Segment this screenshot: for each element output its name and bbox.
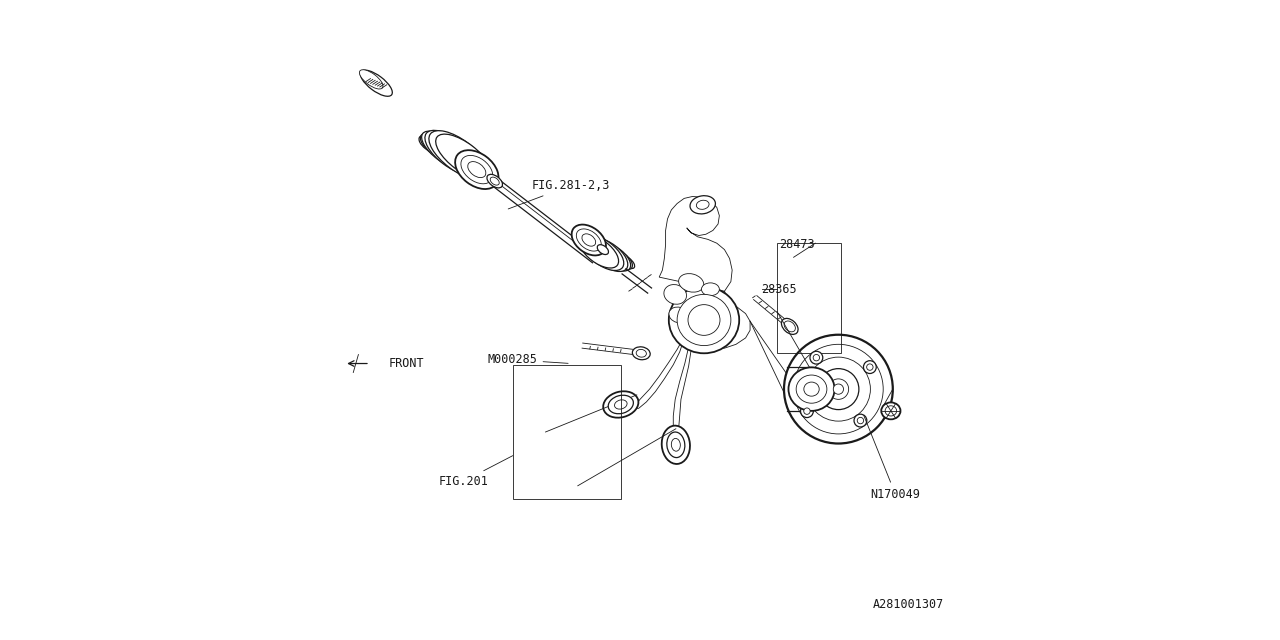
Text: A281001307: A281001307 <box>873 598 945 611</box>
Ellipse shape <box>429 131 488 180</box>
Ellipse shape <box>589 238 627 271</box>
Ellipse shape <box>486 174 503 188</box>
Ellipse shape <box>456 150 498 189</box>
Ellipse shape <box>804 382 819 396</box>
Ellipse shape <box>603 391 639 418</box>
Ellipse shape <box>689 305 719 335</box>
Ellipse shape <box>783 335 893 444</box>
Ellipse shape <box>467 161 486 178</box>
Ellipse shape <box>867 364 873 371</box>
Ellipse shape <box>435 134 492 180</box>
Ellipse shape <box>582 236 623 271</box>
Text: 28365: 28365 <box>762 283 797 296</box>
Ellipse shape <box>572 225 605 255</box>
Ellipse shape <box>677 294 731 346</box>
Ellipse shape <box>425 131 479 175</box>
Ellipse shape <box>636 349 646 357</box>
Ellipse shape <box>696 200 709 209</box>
Ellipse shape <box>854 414 867 427</box>
Ellipse shape <box>701 283 719 296</box>
Polygon shape <box>673 333 692 431</box>
Ellipse shape <box>667 432 685 458</box>
Ellipse shape <box>794 344 883 434</box>
Ellipse shape <box>664 285 686 304</box>
Ellipse shape <box>813 355 819 361</box>
Ellipse shape <box>608 396 634 413</box>
Ellipse shape <box>804 408 810 414</box>
Ellipse shape <box>608 250 632 269</box>
Text: FRONT: FRONT <box>389 357 425 370</box>
Ellipse shape <box>881 403 901 419</box>
Ellipse shape <box>690 196 716 214</box>
Text: N170049: N170049 <box>864 415 920 500</box>
Polygon shape <box>632 328 689 408</box>
Ellipse shape <box>419 136 439 152</box>
Ellipse shape <box>678 274 704 292</box>
Ellipse shape <box>833 384 844 394</box>
Text: FIG.201: FIG.201 <box>438 456 513 488</box>
Ellipse shape <box>886 406 896 416</box>
Ellipse shape <box>662 426 690 464</box>
Ellipse shape <box>828 379 849 399</box>
Ellipse shape <box>580 235 618 268</box>
Ellipse shape <box>598 243 631 271</box>
Ellipse shape <box>618 255 635 269</box>
Ellipse shape <box>598 244 608 255</box>
Ellipse shape <box>864 361 877 374</box>
Ellipse shape <box>785 321 795 332</box>
Bar <box>513 365 621 499</box>
Ellipse shape <box>614 400 627 409</box>
Ellipse shape <box>669 307 687 323</box>
Ellipse shape <box>796 375 827 403</box>
Polygon shape <box>689 291 750 348</box>
Ellipse shape <box>490 177 499 185</box>
Ellipse shape <box>781 319 799 334</box>
Ellipse shape <box>576 229 602 251</box>
Ellipse shape <box>671 438 681 451</box>
Ellipse shape <box>810 351 823 364</box>
Text: FIG.281-2,3: FIG.281-2,3 <box>508 179 609 209</box>
Ellipse shape <box>800 404 813 417</box>
Ellipse shape <box>858 417 864 424</box>
Ellipse shape <box>632 347 650 360</box>
Ellipse shape <box>806 357 870 421</box>
Ellipse shape <box>360 70 393 96</box>
Ellipse shape <box>818 369 859 410</box>
Ellipse shape <box>360 70 383 89</box>
Text: M000285: M000285 <box>488 353 568 366</box>
Ellipse shape <box>788 367 835 411</box>
Ellipse shape <box>461 156 493 184</box>
Ellipse shape <box>421 131 467 168</box>
Text: 28473: 28473 <box>780 238 815 251</box>
Ellipse shape <box>420 134 453 160</box>
Polygon shape <box>659 196 732 291</box>
Ellipse shape <box>668 287 740 353</box>
Bar <box>777 243 841 353</box>
Ellipse shape <box>582 234 595 246</box>
